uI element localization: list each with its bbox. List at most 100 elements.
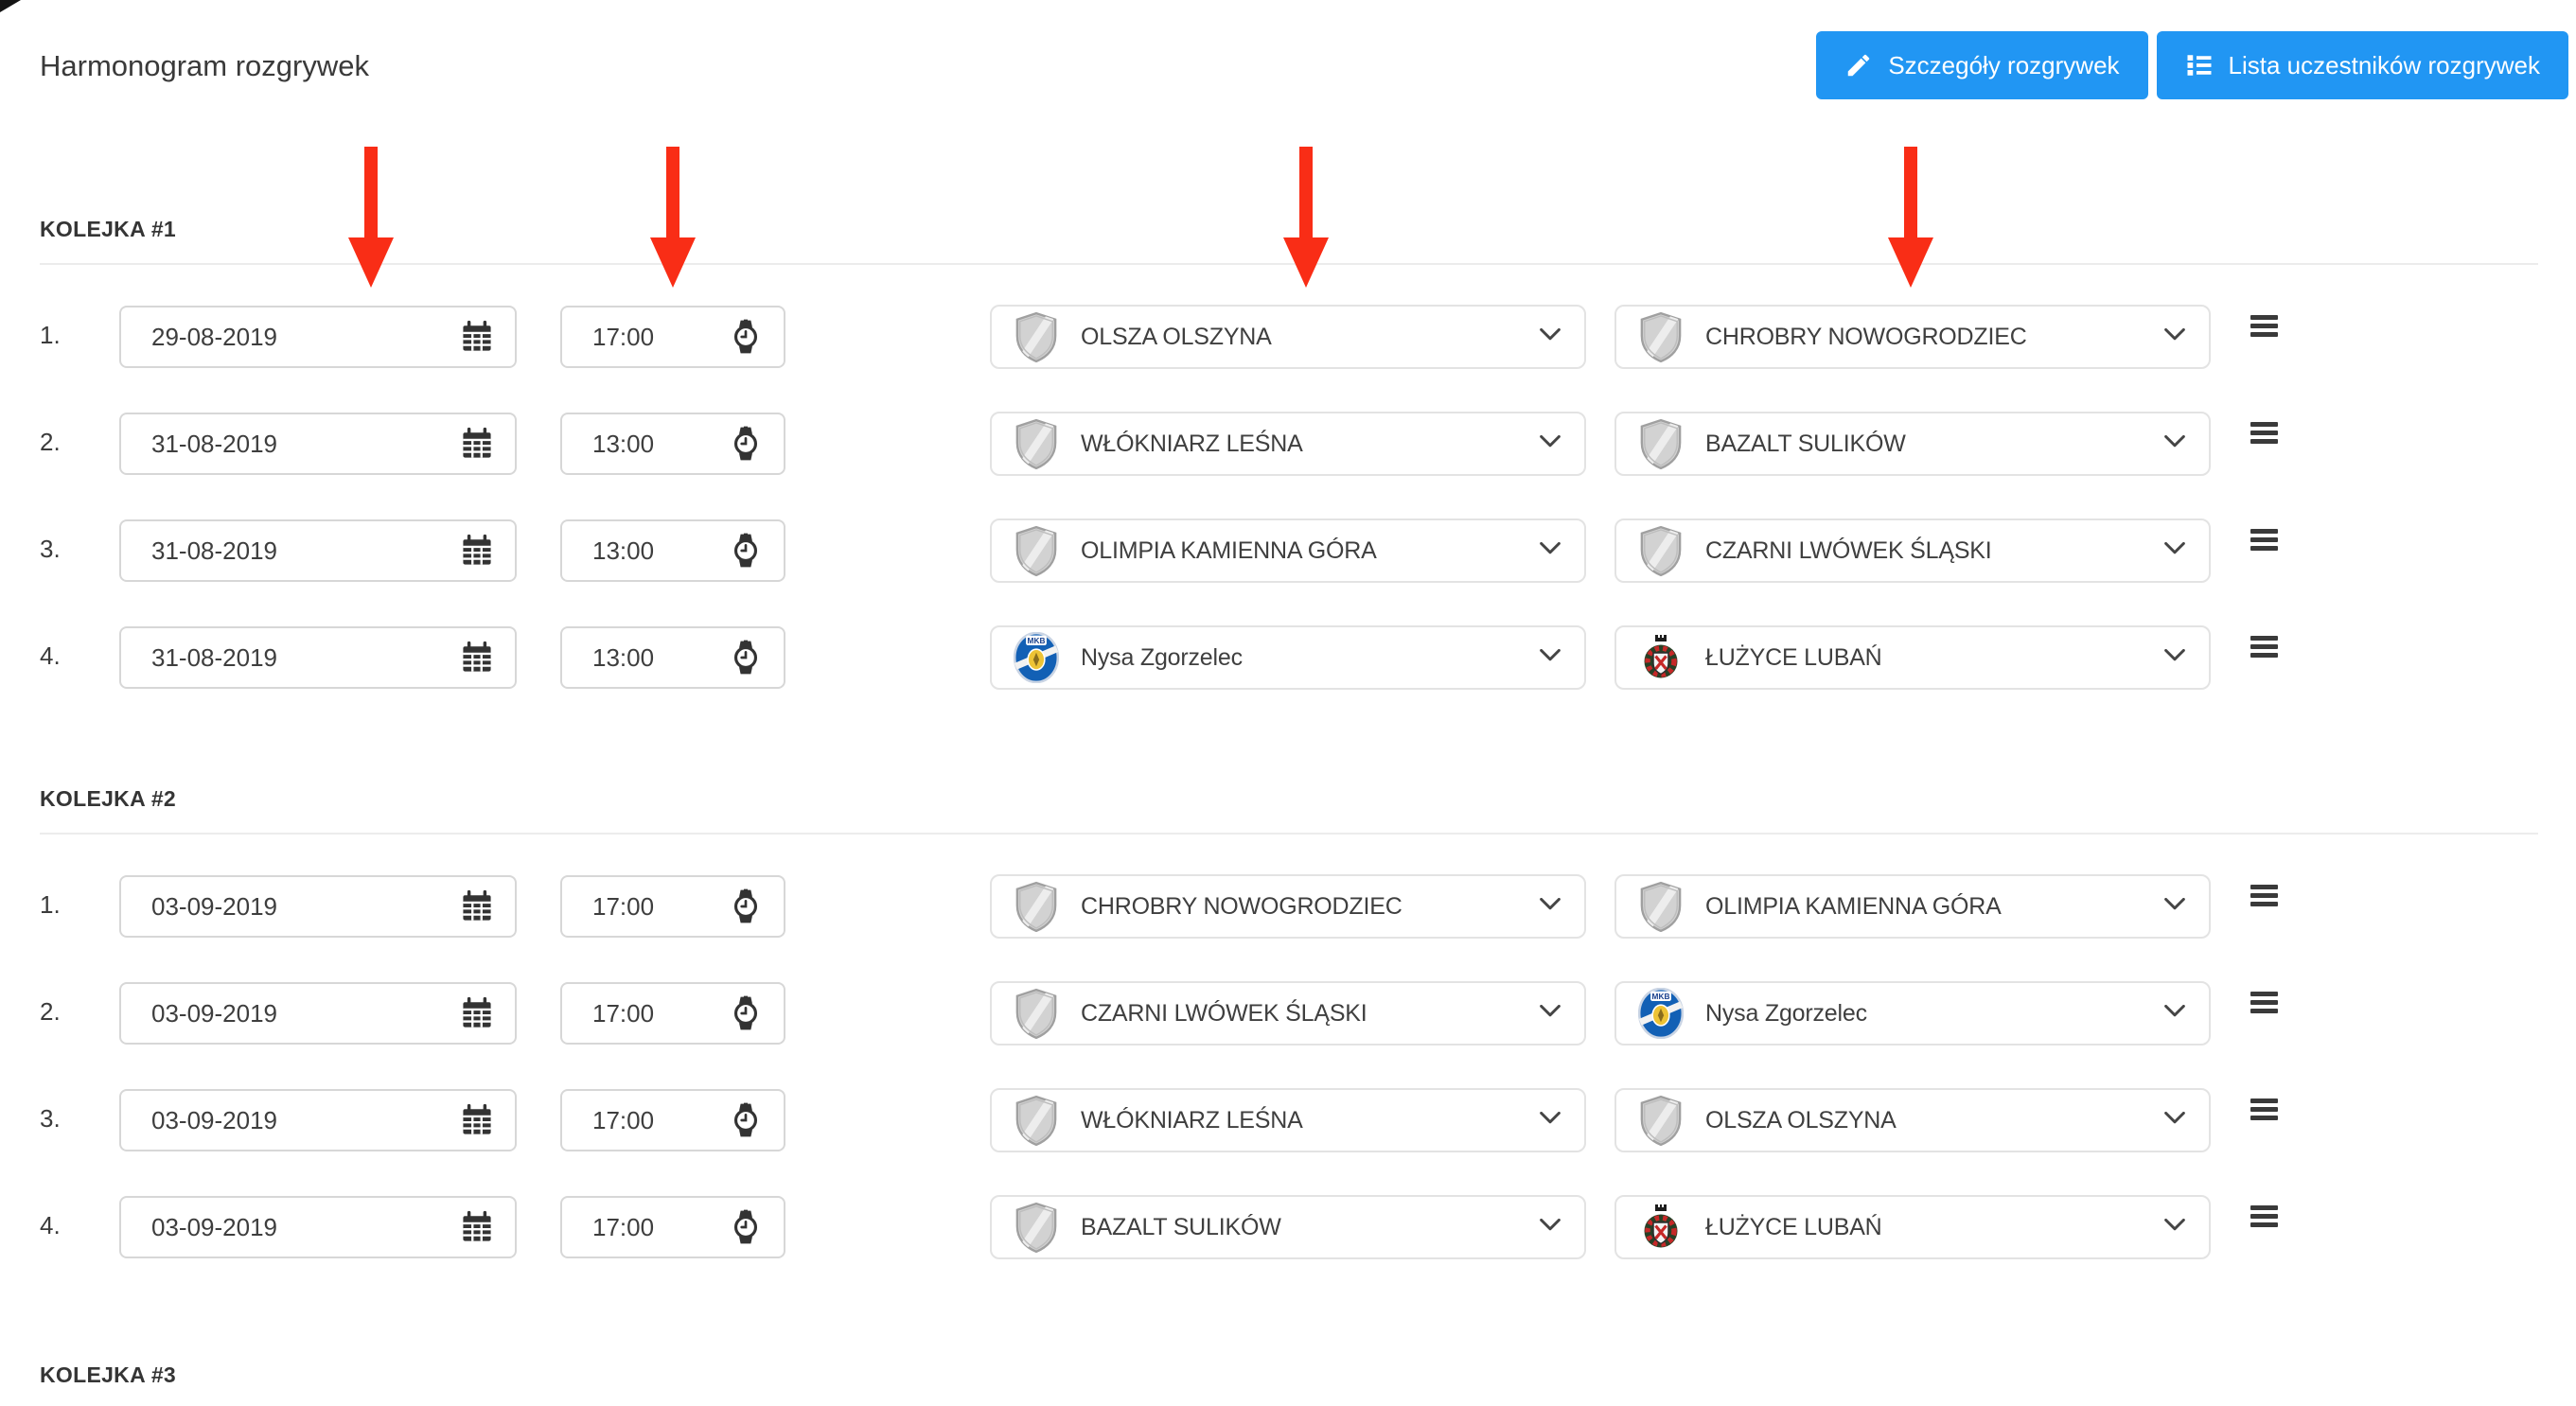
match-time-field[interactable] (560, 1089, 785, 1151)
watch-icon[interactable] (727, 1101, 765, 1139)
watch-icon[interactable] (727, 994, 765, 1032)
drag-handle-icon[interactable] (2250, 1205, 2279, 1231)
match-date-field[interactable] (119, 306, 517, 368)
shield-placeholder-icon (1013, 309, 1060, 364)
pencil-icon (1844, 51, 1873, 79)
calendar-icon[interactable] (458, 994, 496, 1032)
match-date-input[interactable] (121, 984, 515, 1043)
home-team-name: CZARNI LWÓWEK ŚLĄSKI (1081, 1000, 1367, 1027)
match-time-field[interactable] (560, 306, 785, 368)
list-icon (2185, 51, 2214, 79)
home-team-select[interactable]: CZARNI LWÓWEK ŚLĄSKI (990, 981, 1586, 1046)
match-date-input[interactable] (121, 414, 515, 473)
home-team-select[interactable]: BAZALT SULIKÓW (990, 1195, 1586, 1259)
shield-placeholder-icon (1013, 986, 1060, 1041)
match-row: 3. (0, 518, 2576, 583)
drag-handle-icon[interactable] (2250, 315, 2279, 341)
away-team-select[interactable]: ŁUŻYCE LUBAŃ (1614, 625, 2211, 690)
watch-icon[interactable] (727, 1208, 765, 1246)
away-team-select[interactable]: BAZALT SULIKÓW (1614, 412, 2211, 476)
chevron-down-icon (2163, 435, 2186, 452)
drag-handle-icon[interactable] (2250, 992, 2279, 1017)
match-date-field[interactable] (119, 519, 517, 582)
away-team-name: CHROBRY NOWOGRODZIEC (1705, 324, 2027, 350)
home-team-name: OLSZA OLSZYNA (1081, 324, 1272, 350)
home-team-name: BAZALT SULIKÓW (1081, 1214, 1281, 1240)
chevron-down-icon (1539, 1005, 1561, 1022)
match-number: 1. (40, 890, 61, 919)
watch-icon[interactable] (727, 888, 765, 925)
calendar-icon[interactable] (458, 639, 496, 677)
away-team-select[interactable]: OLSZA OLSZYNA (1614, 1088, 2211, 1152)
match-time-field[interactable] (560, 982, 785, 1045)
away-team-select[interactable]: ŁUŻYCE LUBAŃ (1614, 1195, 2211, 1259)
competition-details-button[interactable]: Szczegóły rozgrywek (1816, 31, 2148, 99)
nysa-badge-text: MKB (1652, 992, 1670, 1001)
shield-placeholder-icon (1013, 523, 1060, 578)
match-time-field[interactable] (560, 1196, 785, 1258)
match-date-input[interactable] (121, 521, 515, 580)
home-team-select[interactable]: CHROBRY NOWOGRODZIEC (990, 874, 1586, 939)
drag-handle-icon[interactable] (2250, 636, 2279, 661)
page-title: Harmonogram rozgrywek (40, 49, 369, 82)
home-team-name: OLIMPIA KAMIENNA GÓRA (1081, 537, 1377, 564)
away-team-select[interactable]: CHROBRY NOWOGRODZIEC (1614, 305, 2211, 369)
away-team-name: CZARNI LWÓWEK ŚLĄSKI (1705, 537, 1992, 564)
match-time-field[interactable] (560, 626, 785, 689)
nysa-zgorzelec-badge: MKB (1637, 986, 1685, 1041)
chevron-down-icon (1539, 542, 1561, 559)
calendar-icon[interactable] (458, 888, 496, 925)
match-date-input[interactable] (121, 1198, 515, 1257)
match-time-field[interactable] (560, 413, 785, 475)
watch-icon[interactable] (727, 639, 765, 677)
home-team-select[interactable]: OLIMPIA KAMIENNA GÓRA (990, 518, 1586, 583)
home-team-column-arrow (1283, 147, 1329, 288)
calendar-icon[interactable] (458, 532, 496, 570)
round-section: KOLEJKA #2 1. (0, 784, 2576, 1259)
match-number: 2. (40, 997, 61, 1026)
home-team-name: Nysa Zgorzelec (1081, 644, 1243, 671)
calendar-icon[interactable] (458, 1208, 496, 1246)
chevron-down-icon (1539, 435, 1561, 452)
drag-handle-icon[interactable] (2250, 422, 2279, 448)
match-date-field[interactable] (119, 626, 517, 689)
calendar-icon[interactable] (458, 1101, 496, 1139)
away-team-name: OLSZA OLSZYNA (1705, 1107, 1897, 1134)
chevron-down-icon (2163, 898, 2186, 915)
chevron-down-icon (2163, 1005, 2186, 1022)
match-date-input[interactable] (121, 1091, 515, 1150)
drag-handle-icon[interactable] (2250, 1098, 2279, 1124)
match-date-field[interactable] (119, 1089, 517, 1151)
home-team-name: WŁÓKNIARZ LEŚNA (1081, 431, 1303, 457)
participants-list-button[interactable]: Lista uczestników rozgrywek (2156, 31, 2568, 99)
match-date-input[interactable] (121, 628, 515, 687)
match-number: 1. (40, 321, 61, 349)
round-section: KOLEJKA #3 (0, 1361, 2576, 1389)
watch-icon[interactable] (727, 425, 765, 463)
match-date-input[interactable] (121, 877, 515, 936)
home-team-select[interactable]: WŁÓKNIARZ LEŚNA (990, 1088, 1586, 1152)
round-section: KOLEJKA #1 1. (0, 215, 2576, 690)
section-divider (40, 833, 2538, 835)
calendar-icon[interactable] (458, 318, 496, 356)
drag-handle-icon[interactable] (2250, 885, 2279, 910)
home-team-select[interactable]: MKB Nysa Zgorzelec (990, 625, 1586, 690)
shield-placeholder-icon (1637, 309, 1685, 364)
home-team-select[interactable]: OLSZA OLSZYNA (990, 305, 1586, 369)
away-team-select[interactable]: OLIMPIA KAMIENNA GÓRA (1614, 874, 2211, 939)
match-time-field[interactable] (560, 519, 785, 582)
watch-icon[interactable] (727, 318, 765, 356)
away-team-select[interactable]: MKB Nysa Zgorzelec (1614, 981, 2211, 1046)
match-row: 4. (0, 625, 2576, 690)
home-team-select[interactable]: WŁÓKNIARZ LEŚNA (990, 412, 1586, 476)
match-date-field[interactable] (119, 413, 517, 475)
drag-handle-icon[interactable] (2250, 529, 2279, 554)
match-date-field[interactable] (119, 982, 517, 1045)
match-time-field[interactable] (560, 875, 785, 938)
match-date-input[interactable] (121, 308, 515, 366)
away-team-select[interactable]: CZARNI LWÓWEK ŚLĄSKI (1614, 518, 2211, 583)
calendar-icon[interactable] (458, 425, 496, 463)
watch-icon[interactable] (727, 532, 765, 570)
match-date-field[interactable] (119, 875, 517, 938)
match-date-field[interactable] (119, 1196, 517, 1258)
